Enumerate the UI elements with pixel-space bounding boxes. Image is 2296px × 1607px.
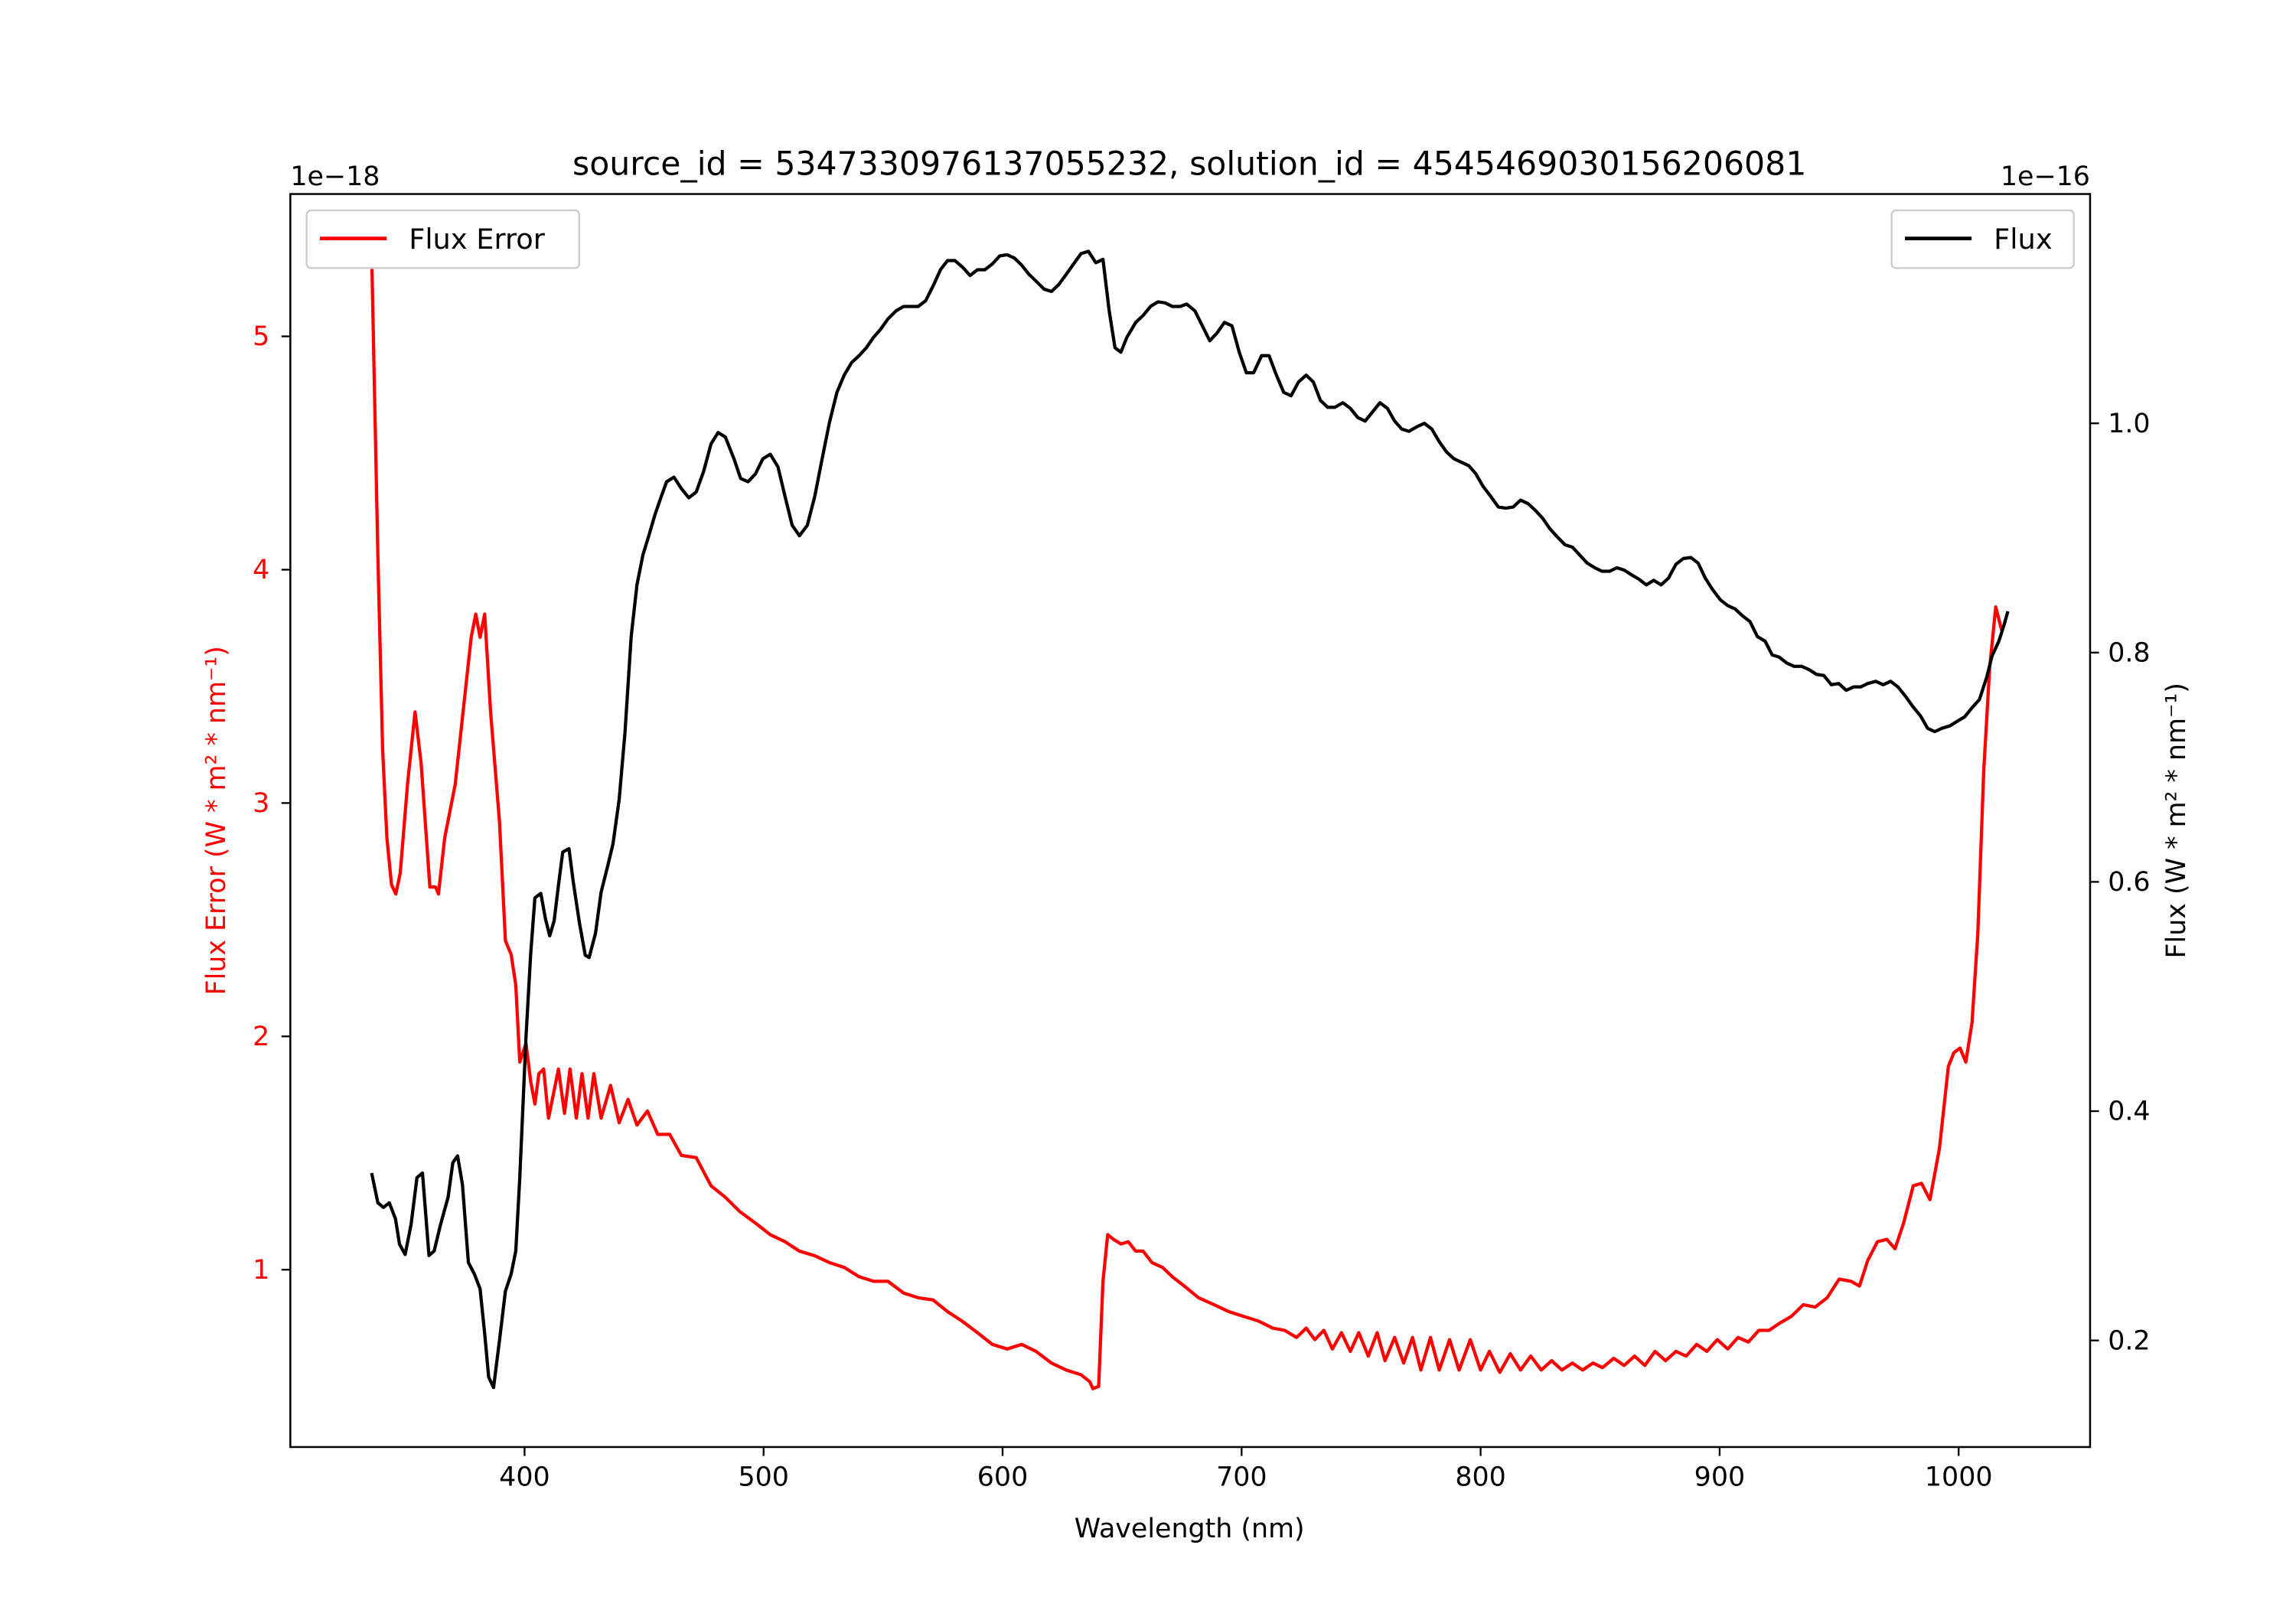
x-tick-label: 500 xyxy=(738,1462,788,1492)
right-y-tick-label: 1.0 xyxy=(2108,409,2150,439)
left-y-tick-label: 3 xyxy=(253,788,269,819)
series-line-flux xyxy=(370,249,2010,1390)
legend-flux-error: Flux Error xyxy=(305,209,580,269)
x-axis-label: Wavelength (nm) xyxy=(1075,1514,1305,1544)
legend-box-right xyxy=(1890,209,2075,269)
right-axis-offset: 1e−16 xyxy=(2001,161,2090,192)
left-y-tick-label: 5 xyxy=(253,321,269,352)
legend-flux: Flux xyxy=(1890,209,2075,269)
axis-ticks: 400 500 600 700 800 900 1000 1 2 3 4 5 0.2 0.4 0.6 0.8 1… xyxy=(253,321,2150,1492)
left-y-axis-label: Flux Error (W * m² * nm⁻¹) xyxy=(201,646,232,995)
left-y-tick-label: 4 xyxy=(253,555,269,585)
chart-title: source_id = 5347330976137055232, solutio… xyxy=(572,145,1806,183)
x-tick-label: 600 xyxy=(977,1462,1028,1492)
x-tick-label: 400 xyxy=(499,1462,550,1492)
x-tick-label: 1000 xyxy=(1925,1462,1993,1492)
axes-frame xyxy=(289,193,2092,1449)
left-y-tick-label: 1 xyxy=(253,1255,269,1286)
plot-lines xyxy=(370,249,2010,1390)
x-tick-label: 800 xyxy=(1455,1462,1505,1492)
left-axis-offset: 1e−18 xyxy=(290,161,380,192)
right-y-tick-label: 0.4 xyxy=(2108,1097,2150,1127)
series-line-flux-error xyxy=(370,252,2004,1390)
legend-label-flux-error: Flux Error xyxy=(409,223,546,256)
legend-box-left xyxy=(305,209,580,269)
legend-label-flux: Flux xyxy=(1994,223,2052,256)
right-y-tick-label: 0.6 xyxy=(2108,867,2150,898)
right-y-tick-label: 0.2 xyxy=(2108,1325,2150,1356)
x-tick-label: 900 xyxy=(1694,1462,1745,1492)
x-tick-label: 700 xyxy=(1216,1462,1267,1492)
left-y-tick-label: 2 xyxy=(253,1022,269,1052)
right-y-axis-label: Flux (W * m² * nm⁻¹) xyxy=(2161,683,2192,958)
right-y-tick-label: 0.8 xyxy=(2108,637,2150,668)
